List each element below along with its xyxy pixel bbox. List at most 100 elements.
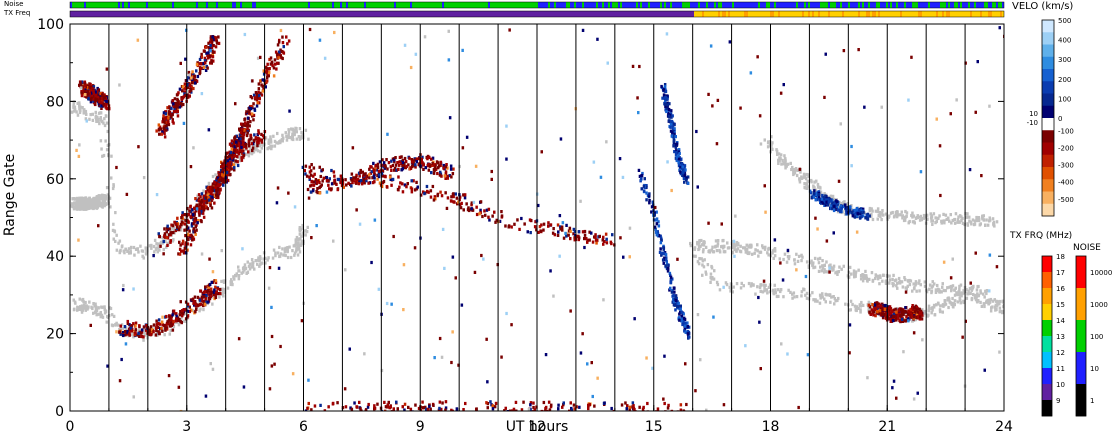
noise-bar-cell <box>126 2 128 8</box>
noise-bar-cell <box>742 2 744 8</box>
txfreq-bar-cell <box>858 11 860 17</box>
range-gate-cell <box>446 174 449 178</box>
noise-bar-cell <box>960 2 962 8</box>
range-gate-cell <box>931 284 935 288</box>
txfreq-bar-cell <box>910 11 912 17</box>
range-gate-cell <box>132 335 135 339</box>
noise-bar-cell <box>936 2 938 8</box>
range-gate-cell <box>238 146 242 150</box>
range-gate-cell <box>78 307 81 311</box>
range-gate-cell <box>368 167 371 171</box>
range-gate-cell <box>94 302 97 306</box>
range-gate-cell <box>908 283 912 287</box>
txfreq-bar-cell <box>70 11 72 17</box>
range-gate-cell <box>164 110 167 114</box>
range-gate-cell <box>310 179 313 183</box>
range-gate-cell <box>70 204 74 208</box>
range-gate-cell <box>240 271 243 275</box>
range-gate-cell <box>155 129 158 133</box>
noise-bar-cell <box>476 2 478 8</box>
txfreq-bar-cell <box>80 11 82 17</box>
noise-bar-cell <box>72 2 74 8</box>
range-gate-cell <box>232 163 235 167</box>
range-gate-cell <box>79 305 82 309</box>
range-gate-cell <box>169 317 173 321</box>
range-gate-cell <box>249 133 252 137</box>
range-gate-cell <box>998 310 1002 314</box>
noise-bar-cell <box>382 2 384 8</box>
noise-bar-cell <box>680 2 682 8</box>
txfreq-bar-cell <box>810 11 812 17</box>
noise-bar-cell <box>70 2 72 8</box>
noise-bar-cell <box>836 2 838 8</box>
noise-bar-cell <box>528 2 530 8</box>
range-gate-cell <box>800 175 803 179</box>
range-gate-cell <box>828 202 832 206</box>
txfreq-bar-cell <box>434 11 436 17</box>
noise-bar-cell <box>420 2 422 8</box>
range-gate-cell <box>979 289 982 293</box>
range-gate-cell <box>176 216 179 220</box>
noise-bar-cell <box>416 2 418 8</box>
range-gate-cell <box>218 191 221 195</box>
txfreq-bar-cell <box>612 11 614 17</box>
txfreq-bar-cell <box>974 11 976 17</box>
range-gate-cell <box>265 79 268 83</box>
range-gate-cell <box>158 248 161 252</box>
range-gate-cell <box>938 214 941 218</box>
range-gate-cell <box>273 144 277 148</box>
txfreq-bar-cell <box>360 11 362 17</box>
range-gate-cell <box>393 160 396 164</box>
txfreq-bar-cell <box>470 11 472 17</box>
range-gate-cell <box>267 70 271 75</box>
noise-bar-cell <box>312 2 314 8</box>
range-gate-cell <box>312 183 316 187</box>
range-gate-cell <box>186 315 189 319</box>
noise-bar-cell <box>280 2 282 8</box>
range-gate-cell <box>142 338 145 342</box>
range-gate-cell <box>553 233 557 237</box>
range-gate-cell <box>255 95 259 99</box>
noise-bar-cell <box>798 2 800 8</box>
txfreq-bar-cell <box>706 11 708 17</box>
range-gate-cell <box>286 42 289 46</box>
range-gate-cell <box>91 201 94 205</box>
range-gate-cell <box>233 145 237 149</box>
range-gate-cell <box>775 148 778 152</box>
range-gate-cell <box>852 269 856 273</box>
range-gate-cell <box>882 273 885 277</box>
range-gate-cell <box>306 225 309 229</box>
range-gate-cell <box>140 334 144 339</box>
txfreq-bar-cell <box>980 11 982 17</box>
range-gate-cell <box>183 90 186 94</box>
range-gate-cell <box>319 174 322 179</box>
noise-bar-cell <box>966 2 968 8</box>
range-gate-cell <box>177 323 181 327</box>
range-gate-cell <box>739 244 742 248</box>
range-gate-cell <box>859 310 862 314</box>
range-gate-cell <box>364 172 367 176</box>
noise-bar-cell <box>768 2 770 8</box>
noise-bar-cell <box>368 2 370 8</box>
range-gate-cell <box>352 178 355 182</box>
range-gate-cell <box>767 285 771 289</box>
range-gate-cell <box>834 271 837 275</box>
range-gate-cell <box>219 168 223 172</box>
range-gate-cell <box>773 283 776 287</box>
range-gate-cell <box>537 230 540 234</box>
noise-bar-cell <box>708 2 710 8</box>
range-gate-cell <box>966 222 969 226</box>
range-gate-cell <box>368 173 371 177</box>
range-gate-cell <box>235 140 238 144</box>
range-gate-cell <box>296 253 300 257</box>
txfreq-bar-cell <box>834 11 836 17</box>
range-gate-cell <box>777 161 780 165</box>
noise-bar-cell <box>648 2 650 8</box>
range-gate-cell <box>488 218 491 222</box>
txfreq-bar-cell <box>626 11 628 17</box>
noise-bar-cell <box>746 2 748 8</box>
range-gate-cell <box>604 232 608 236</box>
txfreq-bar-cell <box>380 11 382 17</box>
range-gate-cell <box>257 87 261 91</box>
range-gate-cell <box>162 325 165 329</box>
